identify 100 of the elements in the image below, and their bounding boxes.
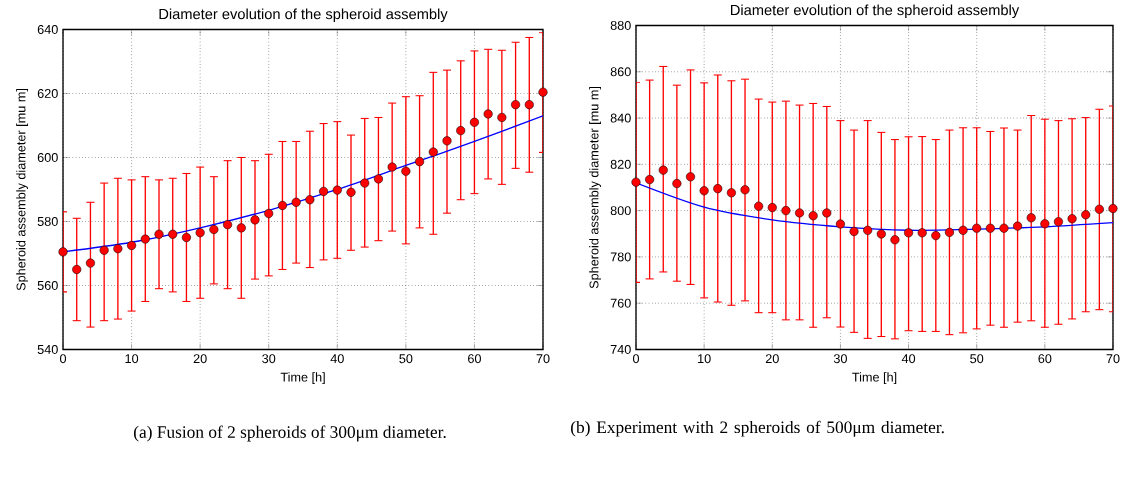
point: [360, 178, 370, 188]
y-tick-label: 780: [610, 252, 631, 262]
point: [808, 210, 818, 221]
x-tick-label: 60: [1038, 353, 1052, 363]
point: [754, 201, 764, 211]
y-tick-label: 540: [37, 344, 58, 354]
point: [835, 219, 845, 229]
point: [972, 223, 982, 233]
point: [511, 99, 521, 109]
point: [917, 228, 927, 238]
point: [483, 109, 493, 119]
x-tick-label: 0: [632, 353, 640, 363]
point: [346, 187, 356, 197]
x-tick-label: 0: [59, 353, 67, 363]
point: [99, 245, 109, 255]
point: [497, 112, 507, 122]
point: [85, 258, 95, 268]
x-axis-title: Time [h]: [280, 372, 325, 384]
x-tick-label: 60: [468, 353, 481, 363]
point: [944, 227, 954, 237]
y-tick-label: 800: [610, 205, 631, 215]
point: [904, 228, 914, 238]
point: [699, 185, 709, 196]
y-tick-label: 560: [37, 280, 58, 290]
point: [319, 186, 329, 196]
point: [685, 172, 696, 182]
x-tick-label: 40: [330, 353, 344, 363]
point: [1108, 203, 1118, 213]
point: [72, 264, 82, 274]
point: [1094, 204, 1104, 214]
chart-title: Diameter evolution of the spheroid assembly: [159, 8, 448, 22]
point: [726, 188, 736, 198]
y-tick-label: 860: [610, 67, 631, 77]
y-tick-label: 740: [610, 344, 631, 354]
x-axis-title: Time [h]: [852, 372, 897, 384]
x-tick-label: 10: [698, 353, 711, 363]
x-tick-label: 70: [1106, 353, 1120, 363]
point: [524, 99, 534, 109]
x-tick-label: 20: [765, 353, 779, 363]
point: [999, 223, 1009, 233]
y-tick-label: 620: [37, 88, 58, 98]
y-tick-label: 820: [610, 159, 631, 169]
y-tick-label: 580: [37, 216, 58, 226]
point: [985, 223, 995, 233]
point: [795, 208, 805, 218]
point: [781, 205, 791, 215]
point: [740, 185, 750, 195]
point: [195, 227, 205, 237]
point: [931, 230, 941, 240]
point: [168, 229, 178, 239]
point: [373, 174, 383, 184]
y-tick-label: 600: [37, 152, 58, 162]
point: [428, 147, 438, 157]
point: [291, 197, 301, 207]
point: [250, 215, 260, 225]
point: [1040, 219, 1050, 229]
point: [469, 117, 479, 127]
y-tick-label: 840: [610, 113, 631, 123]
y-tick-label: 880: [610, 20, 631, 30]
text: (a) Fusion of 2 spheroids of 300μm diameter.: [134, 425, 446, 442]
chart-title: Diameter evolution of the spheroid assembly: [731, 4, 1020, 18]
x-tick-label: 40: [901, 353, 916, 363]
point: [863, 225, 873, 235]
point: [401, 166, 411, 176]
point: [223, 219, 233, 229]
point: [645, 174, 655, 184]
x-tick-label: 30: [262, 353, 276, 363]
x-tick-label: 70: [536, 353, 550, 363]
point: [538, 87, 548, 97]
x-tick-label: 20: [193, 353, 207, 363]
point: [154, 229, 164, 239]
y-axis-title: Spheroid assembly diameter [mu m]: [16, 88, 29, 291]
point: [890, 235, 900, 245]
point: [876, 229, 886, 239]
y-tick-label: 640: [37, 24, 58, 34]
x-tick-label: 50: [399, 353, 413, 363]
point: [181, 232, 191, 242]
point: [631, 177, 641, 187]
text: (b) Experiment with 2 spheroids of 500μm diameter.: [571, 420, 944, 437]
point: [713, 183, 723, 193]
y-axis-title: Spheroid assembly diameter [mu m]: [589, 86, 602, 289]
point: [127, 240, 137, 250]
point: [456, 125, 466, 135]
y-tick-label: 760: [610, 298, 631, 308]
point: [264, 208, 274, 218]
point: [1081, 210, 1091, 220]
x-tick-label: 30: [833, 353, 847, 363]
point: [236, 223, 246, 233]
x-tick-label: 10: [125, 353, 139, 363]
point: [305, 194, 315, 205]
point: [672, 178, 682, 188]
x-tick-label: 50: [970, 353, 984, 363]
point: [1053, 216, 1064, 227]
point: [1013, 221, 1023, 231]
point: [442, 136, 452, 146]
point: [1026, 213, 1036, 223]
point: [140, 234, 150, 244]
point: [849, 226, 859, 236]
point: [658, 165, 668, 175]
point: [277, 200, 287, 210]
